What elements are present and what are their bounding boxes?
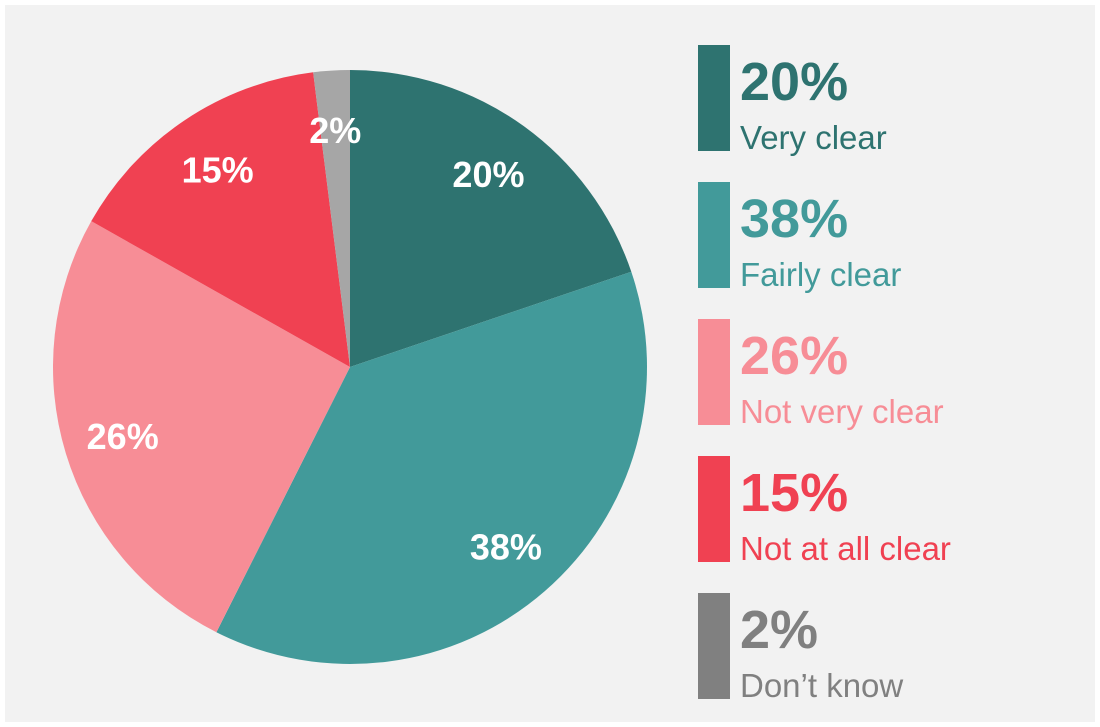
pie-slice [313,70,350,367]
legend-swatch [698,593,730,699]
slice-label: 2% [309,110,361,151]
pie-slice [91,72,350,368]
pie-slice [216,271,647,664]
legend-label: Not very clear [740,393,944,430]
legend-swatch [698,182,730,288]
slice-label: 20% [452,154,524,195]
legend-swatch [698,45,730,151]
legend-value: 2% [740,600,818,660]
legend-value: 26% [740,326,848,386]
legend-swatch [698,319,730,425]
slice-label: 15% [182,150,254,191]
slice-label: 38% [470,526,542,567]
legend-label: Fairly clear [740,256,901,293]
legend-label: Very clear [740,119,887,156]
legend-label: Not at all clear [740,530,951,567]
legend-value: 38% [740,189,848,249]
legend-swatch [698,456,730,562]
legend-value: 20% [740,52,848,112]
slice-label: 26% [87,416,159,457]
legend-label: Don’t know [740,667,903,704]
legend-value: 15% [740,463,848,523]
pie-slice [350,70,632,367]
pie-slice [52,221,351,633]
